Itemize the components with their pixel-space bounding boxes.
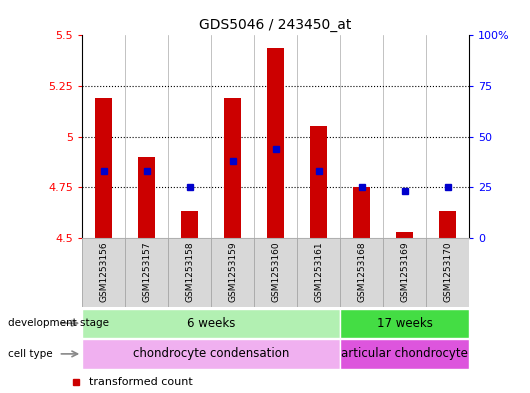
- Bar: [224, 98, 241, 238]
- Bar: [82, 309, 340, 338]
- Bar: [168, 238, 211, 307]
- Bar: [82, 339, 340, 369]
- Text: GSM1253160: GSM1253160: [271, 242, 280, 303]
- Bar: [383, 238, 426, 307]
- Text: GSM1253157: GSM1253157: [142, 242, 151, 303]
- Bar: [396, 232, 413, 238]
- Bar: [82, 238, 125, 307]
- Bar: [439, 211, 456, 238]
- Text: articular chondrocyte: articular chondrocyte: [341, 347, 468, 360]
- Text: cell type: cell type: [8, 349, 52, 359]
- Bar: [181, 211, 198, 238]
- Bar: [340, 309, 469, 338]
- Bar: [340, 238, 383, 307]
- Bar: [310, 127, 327, 238]
- Text: development stage: development stage: [8, 318, 109, 328]
- Title: GDS5046 / 243450_at: GDS5046 / 243450_at: [199, 18, 352, 31]
- Bar: [138, 157, 155, 238]
- Bar: [254, 238, 297, 307]
- Bar: [211, 238, 254, 307]
- Text: GSM1253169: GSM1253169: [400, 242, 409, 303]
- Bar: [125, 238, 168, 307]
- Text: GSM1253161: GSM1253161: [314, 242, 323, 303]
- Bar: [426, 238, 469, 307]
- Text: GSM1253168: GSM1253168: [357, 242, 366, 303]
- Bar: [297, 238, 340, 307]
- Text: 17 weeks: 17 weeks: [377, 317, 432, 330]
- Text: GSM1253170: GSM1253170: [443, 242, 452, 303]
- Text: GSM1253159: GSM1253159: [228, 242, 237, 303]
- Bar: [353, 187, 370, 238]
- Text: 6 weeks: 6 weeks: [187, 317, 235, 330]
- Text: GSM1253158: GSM1253158: [185, 242, 194, 303]
- Text: GSM1253156: GSM1253156: [99, 242, 108, 303]
- Bar: [340, 339, 469, 369]
- Bar: [267, 48, 284, 238]
- Text: transformed count: transformed count: [90, 377, 193, 387]
- Text: chondrocyte condensation: chondrocyte condensation: [133, 347, 289, 360]
- Bar: [95, 98, 112, 238]
